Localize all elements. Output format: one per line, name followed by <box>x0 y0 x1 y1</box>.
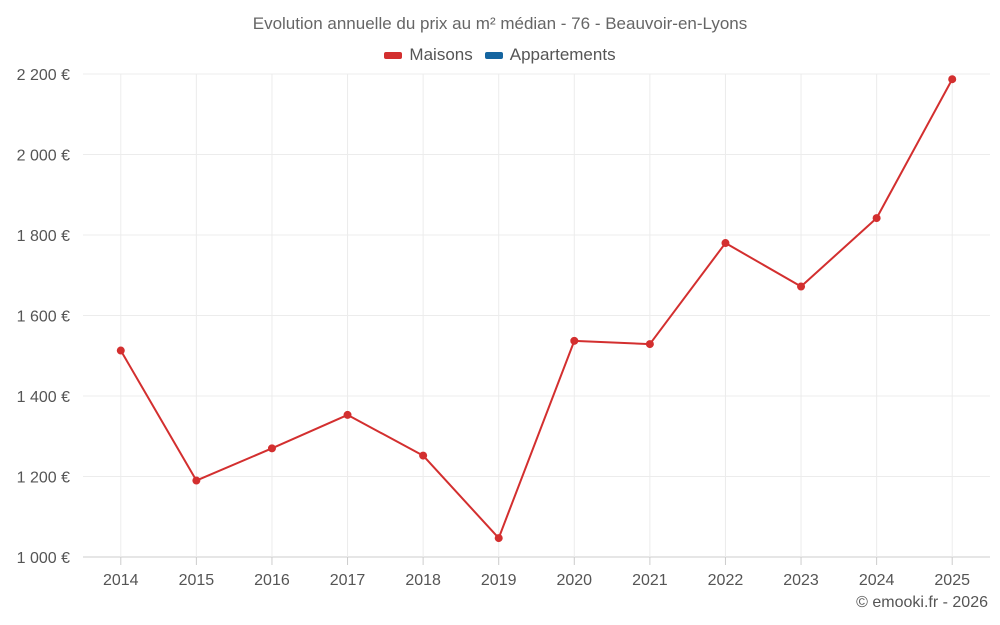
x-tick-label: 2024 <box>859 572 895 589</box>
y-tick-label: 1 800 € <box>17 228 70 245</box>
legend-item-appartements[interactable]: Appartements <box>484 45 616 65</box>
x-tick-label: 2015 <box>179 572 215 589</box>
legend-item-maisons[interactable]: Maisons <box>384 45 473 65</box>
data-point <box>645 340 654 349</box>
y-tick-label: 2 000 € <box>17 148 70 165</box>
legend-label-appartements: Appartements <box>509 45 616 64</box>
series-line-maisons <box>119 78 954 540</box>
x-tick-label: 2020 <box>556 572 592 589</box>
y-tick-label: 1 400 € <box>17 389 70 406</box>
x-tick-label: 2025 <box>934 572 970 589</box>
legend-label-maisons: Maisons <box>409 45 473 64</box>
y-tick-label: 2 200 € <box>17 67 70 84</box>
data-point <box>948 75 957 84</box>
data-point <box>419 451 428 460</box>
x-tick-label: 2019 <box>481 572 517 589</box>
data-point <box>872 214 881 223</box>
x-tick-label: 2023 <box>783 572 819 589</box>
y-tick-label: 1 200 € <box>17 470 70 487</box>
legend-swatch-appartements <box>484 51 503 59</box>
legend-swatch-maisons <box>384 51 403 59</box>
data-point <box>267 444 276 453</box>
data-point <box>192 476 201 485</box>
x-tick-label: 2016 <box>254 572 290 589</box>
x-tick-label: 2022 <box>708 572 744 589</box>
y-tick-label: 1 000 € <box>17 550 70 567</box>
data-point <box>721 239 730 248</box>
x-tick-label: 2018 <box>405 572 441 589</box>
data-point <box>570 336 579 345</box>
chart-title: Evolution annuelle du prix au m² médian … <box>252 14 748 33</box>
data-point <box>797 282 806 291</box>
data-point <box>343 410 352 419</box>
credit-text: © emooki.fr - 2026 <box>856 594 988 611</box>
data-point <box>116 346 125 355</box>
x-tick-label: 2017 <box>330 572 366 589</box>
x-tick-label: 2021 <box>632 572 668 589</box>
y-tick-label: 1 600 € <box>17 309 70 326</box>
chart-legend: Maisons Appartements <box>0 45 1000 65</box>
data-point <box>494 534 503 543</box>
x-tick-label: 2014 <box>103 572 139 589</box>
